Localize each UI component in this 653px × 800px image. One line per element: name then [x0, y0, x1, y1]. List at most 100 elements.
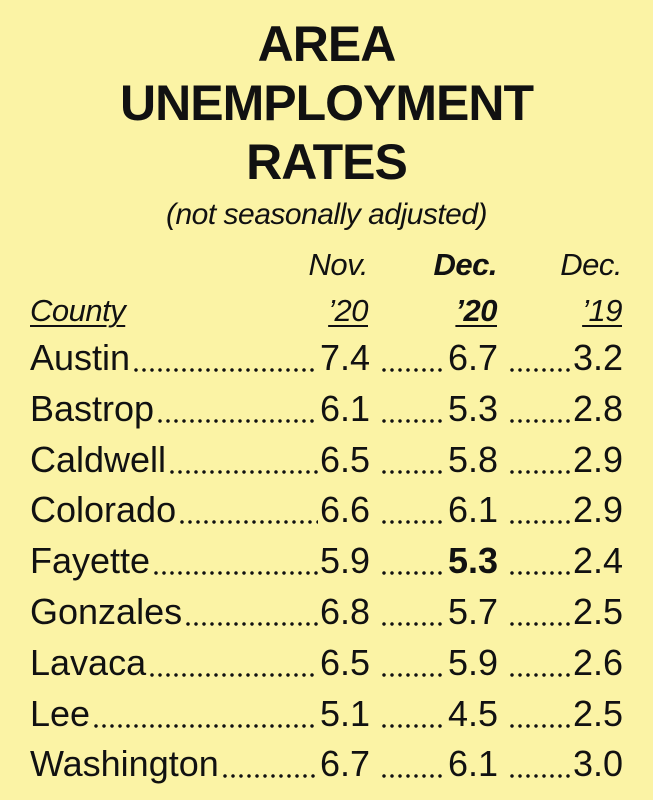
rate-cell: 3.2 [506, 334, 623, 382]
county-cell: Caldwell 6.5 [30, 435, 370, 484]
rate-cell: 4.5 [378, 689, 498, 738]
rate-cell: 2.6 [506, 638, 623, 687]
table-row: Bastrop 6.1 5.3 2.8 [0, 384, 653, 433]
rate-value: 5.7 [447, 591, 498, 632]
rate-value: 6.1 [447, 489, 498, 531]
dot-leader [508, 740, 571, 789]
rate-value: 2.6 [572, 641, 623, 683]
rate-cell: 5.3 [378, 384, 498, 433]
rate-value: 4.5 [447, 692, 498, 734]
rate-value: 5.3 [447, 540, 498, 582]
dot-leader [380, 435, 446, 484]
rate-value: 2.5 [572, 591, 623, 632]
rate-value: 3.2 [572, 337, 623, 378]
rate-value: 6.7 [319, 743, 370, 785]
title-line: UNEMPLOYMENT [120, 75, 534, 131]
dot-leader [92, 689, 318, 738]
column-header: County [30, 293, 126, 328]
rate-value: 2.4 [572, 540, 623, 582]
dot-leader [156, 384, 318, 433]
table-row: Lee 5.1 4.5 2.5 [0, 689, 653, 738]
county-cell: Washington 6.7 [30, 740, 370, 789]
rate-cell: 2.5 [506, 689, 623, 738]
rate-cell: 2.9 [506, 435, 623, 484]
column-header: Nov. [308, 247, 369, 282]
table-row: Washington 6.7 6.1 3.0 [0, 740, 653, 789]
rate-cell: 3.0 [506, 740, 623, 789]
county-name: Lavaca [30, 641, 147, 683]
rate-cell: 6.1 [378, 486, 498, 535]
dot-leader [220, 740, 318, 789]
rate-value: 5.9 [319, 540, 370, 582]
rate-cell: 5.9 [378, 638, 498, 687]
county-name: Gonzales [30, 591, 183, 632]
rate-value: 6.8 [319, 591, 370, 632]
rate-value: 2.9 [572, 438, 623, 480]
rate-value: 6.6 [319, 489, 370, 531]
dot-leader [508, 486, 571, 535]
county-name: Austin [30, 337, 131, 378]
rate-cell: 6.1 [378, 740, 498, 789]
rate-value: 6.7 [447, 337, 498, 378]
county-name: Colorado [30, 489, 177, 531]
dot-leader [380, 334, 446, 382]
rate-value: 5.3 [447, 387, 498, 429]
rate-cell: 2.8 [506, 384, 623, 433]
rate-value: 5.9 [447, 641, 498, 683]
rate-cell: 5.8 [378, 435, 498, 484]
dot-leader [380, 638, 446, 687]
dot-leader [380, 588, 446, 636]
rate-value: 5.8 [447, 438, 498, 480]
rate-cell: 2.9 [506, 486, 623, 535]
subtitle: (not seasonally adjusted) [165, 198, 488, 231]
dot-leader [380, 486, 446, 535]
county-cell: Bastrop 6.1 [30, 384, 370, 433]
dot-leader [168, 435, 318, 484]
column-header: Dec. [433, 247, 498, 282]
table-row: Austin 7.4 6.7 3.2 [0, 334, 653, 382]
rate-value: 2.5 [572, 692, 623, 734]
dot-leader [380, 537, 446, 586]
dot-leader [380, 689, 446, 738]
dot-leader [508, 334, 571, 382]
dot-leader [508, 638, 571, 687]
dot-leader [508, 588, 571, 636]
title-line: RATES [246, 134, 408, 190]
rate-cell: 2.4 [506, 537, 623, 586]
dot-leader [508, 537, 571, 586]
table-row: Fayette 5.9 5.3 2.4 [0, 537, 653, 586]
county-cell: Austin 7.4 [30, 334, 370, 382]
dot-leader [152, 537, 318, 586]
column-header: ’20 [328, 293, 368, 328]
table-row: Caldwell 6.5 5.8 2.9 [0, 435, 653, 484]
rate-value: 6.5 [319, 641, 370, 683]
dot-leader [148, 638, 318, 687]
column-header: ’19 [582, 293, 622, 328]
dot-leader [178, 486, 318, 535]
rate-value: 2.8 [572, 387, 623, 429]
dot-leader [508, 384, 571, 433]
dot-leader [132, 334, 318, 382]
column-header: ’20 [455, 293, 497, 328]
county-cell: Fayette 5.9 [30, 537, 370, 586]
rate-value: 2.9 [572, 489, 623, 531]
rate-value: 7.4 [319, 337, 370, 378]
rate-value: 6.1 [319, 387, 370, 429]
county-cell: Lavaca 6.5 [30, 638, 370, 687]
rate-cell: 5.3 [378, 537, 498, 586]
rate-cell: 5.7 [378, 588, 498, 636]
rate-value: 6.1 [447, 743, 498, 785]
rate-value: 3.0 [572, 743, 623, 785]
county-name: Bastrop [30, 387, 155, 429]
county-cell: Gonzales 6.8 [30, 588, 370, 636]
rate-value: 6.5 [319, 438, 370, 480]
county-cell: Lee 5.1 [30, 689, 370, 738]
county-name: Fayette [30, 540, 151, 582]
table-row: Colorado 6.6 6.1 2.9 [0, 486, 653, 535]
county-cell: Colorado 6.6 [30, 486, 370, 535]
dot-leader [508, 435, 571, 484]
dot-leader [508, 689, 571, 738]
column-header: Dec. [560, 247, 622, 282]
